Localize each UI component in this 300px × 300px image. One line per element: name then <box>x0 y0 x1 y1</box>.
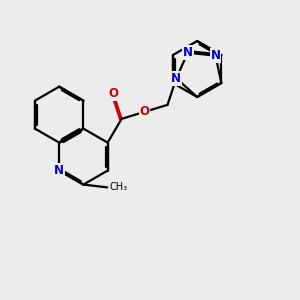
Text: N: N <box>54 164 64 177</box>
Text: O: O <box>108 87 118 100</box>
Text: N: N <box>171 72 181 85</box>
Text: N: N <box>183 46 193 59</box>
Text: N: N <box>211 49 220 62</box>
Text: CH₃: CH₃ <box>110 182 128 192</box>
Text: O: O <box>140 105 150 118</box>
